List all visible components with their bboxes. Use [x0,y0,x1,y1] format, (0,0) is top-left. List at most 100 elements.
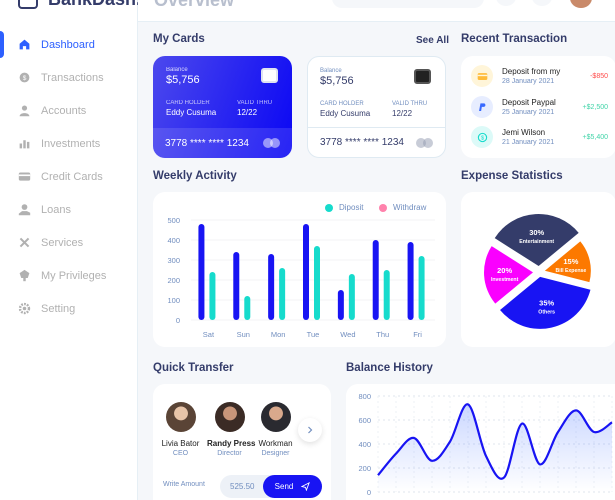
page-title: Overview [154,0,235,10]
card-balance: $5,756 [320,75,354,87]
balance-label: Balance [320,68,342,74]
sidebar-item-label: Accounts [41,104,87,117]
sidebar-item-label: Investments [41,137,101,150]
service-icon [19,237,30,248]
send-icon [301,482,311,491]
pie-slice-entertainment[interactable] [494,214,579,267]
amount-value: 525.50 [230,482,255,491]
loan-icon [18,204,31,216]
bar-diposit[interactable] [279,268,286,320]
bar-diposit[interactable] [383,270,390,320]
contact-name: Livia Bator [161,439,200,448]
bar-withdraw[interactable] [303,224,309,320]
write-amount-label: Write Amount [163,481,205,488]
contact-randy-press[interactable]: Randy Press Director [207,402,256,457]
pie-percent-label: 30% [529,228,544,237]
balance-history-title: Balance History [346,362,433,374]
bar-withdraw[interactable] [407,242,414,320]
quick-transfer-panel: Livia Bator CEO Randy Press Director Wor… [153,384,331,500]
bar-withdraw[interactable] [372,240,379,320]
x-tick-label: Sat [203,330,215,339]
transaction-info: Deposit from my 28 January 2021 [502,67,590,85]
y-tick-label: 500 [167,216,180,225]
balance-history-chart: 0 200 400 600 800 [358,392,613,497]
expense-statistics-title: Expense Statistics [461,170,563,182]
bar-diposit[interactable] [314,246,320,320]
brand: BankDash. [18,0,141,10]
settings-button[interactable] [496,0,516,6]
y-tick-label: 800 [358,392,371,401]
credit-card-primary[interactable]: Balance $5,756 CARD HOLDER Eddy Cusuma V… [153,56,292,158]
sidebar-item-credit-cards[interactable]: Credit Cards [0,160,138,193]
contact-name: Randy Press [207,439,256,448]
transaction-amount: +$5,400 [582,133,609,141]
search-input[interactable] [332,0,484,8]
pie-slice-others[interactable] [500,276,591,329]
pie-category-label: Investment [491,277,519,283]
balance-label: Balance [166,67,188,73]
legend-swatch [379,203,387,212]
card-network-icon [263,138,280,148]
sidebar-item-transactions[interactable]: $ Transactions [0,61,138,94]
contact-role: Designer [261,450,290,457]
weekly-activity-chart: 0 100 200 300 400 500 Sat Sun Mon Tue Wed Thu Fri [167,216,435,339]
transaction-row[interactable]: $ Jemi Wilson 21 January 2021 +$5,400 [471,125,608,149]
sidebar-item-privileges[interactable]: My Privileges [0,259,138,292]
sidebar-item-setting[interactable]: Setting [0,292,138,325]
notification-button[interactable] [532,0,552,6]
transaction-date: 21 January 2021 [502,139,555,146]
my-cards-title: My Cards [153,33,205,45]
credit-card-secondary[interactable]: Balance $5,756 CARD HOLDER Eddy Cusuma V… [307,56,446,158]
pie-percent-label: 35% [539,298,554,307]
sidebar-item-services[interactable]: Services [0,226,138,259]
bar-diposit[interactable] [418,256,425,320]
y-tick-label: 100 [167,296,180,305]
bar-withdraw[interactable] [337,290,344,320]
see-all-link[interactable]: See All [416,35,449,46]
x-tick-label: Fri [413,330,422,339]
card-number: 3778 **** **** 1234 [320,137,404,148]
svg-text:$: $ [480,135,483,141]
transaction-amount: -$850 [590,72,608,80]
sidebar-item-dashboard[interactable]: Dashboard [0,28,138,61]
card-footer: 3778 **** **** 1234 [308,127,445,157]
sidebar-item-loans[interactable]: Loans [0,193,138,226]
bar-withdraw[interactable] [268,254,275,320]
pie-category-label: Others [538,309,555,315]
sidebar-item-label: Loans [41,203,71,216]
y-tick-label: 400 [358,440,371,449]
card-holder-label: CARD HOLDER [320,101,364,107]
bar-diposit[interactable] [244,296,251,320]
sidebar-item-label: Credit Cards [41,170,103,183]
valid-thru-label: VALID THRU [392,101,428,107]
transaction-row[interactable]: Deposit from my 28 January 2021 -$850 [471,64,608,88]
bar-withdraw[interactable] [233,252,240,320]
weekly-activity-title: Weekly Activity [153,170,237,182]
transfer-icon: $ [19,72,30,83]
send-button[interactable]: Send [263,475,322,498]
send-label: Send [274,482,294,491]
x-tick-label: Tue [307,330,320,339]
bar-withdraw[interactable] [198,224,205,320]
expense-statistics-panel: 30% Entertainment 15% Bill Expense 35% Others… [461,192,615,347]
contact-livia-bator[interactable]: Livia Bator CEO [158,402,203,457]
card-number: 3778 **** **** 1234 [165,137,249,149]
sidebar-item-accounts[interactable]: Accounts [0,94,138,127]
x-tick-label: Wed [340,330,355,339]
sidebar-item-investments[interactable]: Investments [0,127,138,160]
legend-swatch [325,203,333,212]
sidebar-item-label: Setting [41,302,76,315]
pie-slice-investment[interactable] [484,246,534,304]
next-contacts-button[interactable] [298,418,322,442]
investment-icon [19,140,30,149]
bar-diposit[interactable] [209,272,216,320]
transaction-row[interactable]: Deposit Paypal 25 January 2021 +$2,500 [471,95,608,119]
contact-workman[interactable]: Workman Designer [253,402,298,457]
avatar [260,402,291,432]
bar-diposit[interactable] [348,274,355,320]
avatar[interactable] [570,0,592,8]
pie-slice-bill-expense[interactable] [544,241,591,283]
balance-line [377,403,613,480]
chip-icon [261,68,278,83]
brand-name: BankDash. [48,0,141,10]
